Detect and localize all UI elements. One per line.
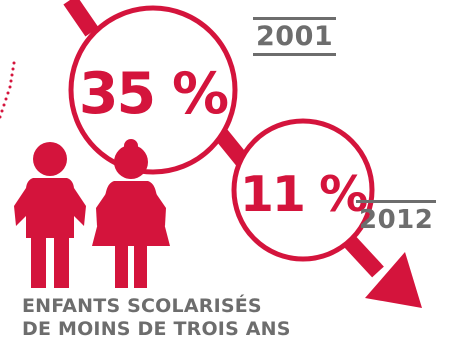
caption-line-2: DE MOINS DE TROIS ANS bbox=[22, 318, 291, 340]
percentage-2012: 11 % bbox=[239, 166, 368, 223]
boy-with-backpack-icon bbox=[14, 142, 86, 288]
year-label-2001: 2001 bbox=[253, 17, 337, 56]
caption: ENFANTS SCOLARISÉS DE MOINS DE TROIS ANS bbox=[22, 295, 291, 341]
circle-2001 bbox=[68, 5, 238, 175]
percentage-2001: 35 % bbox=[78, 61, 229, 127]
year-label-2012: 2012 bbox=[356, 200, 437, 236]
dotted-trail bbox=[0, 61, 16, 119]
circle-2012 bbox=[231, 118, 375, 262]
caption-line-1: ENFANTS SCOLARISÉS bbox=[22, 295, 262, 317]
girl-with-backpack-icon bbox=[92, 139, 170, 288]
